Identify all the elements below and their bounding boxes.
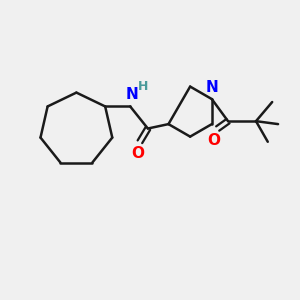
Text: O: O — [207, 134, 220, 148]
Text: N: N — [125, 87, 138, 102]
Text: H: H — [138, 80, 148, 93]
Text: O: O — [131, 146, 144, 161]
Text: N: N — [206, 80, 218, 95]
